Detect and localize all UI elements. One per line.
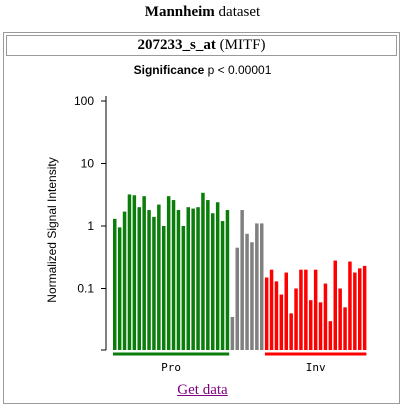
bar [137,207,141,350]
bar [348,261,352,350]
bar [289,313,293,350]
group-label: Inv [306,361,326,374]
probe-id: 207233_s_at [137,37,216,53]
bar [338,288,342,350]
bar [142,196,146,350]
bar [162,226,166,350]
bar [323,283,328,350]
bar [299,269,303,350]
bar [294,288,298,350]
bar [313,269,318,350]
bar [122,211,127,350]
bar [235,247,239,350]
bar [343,307,347,350]
y-tick-label: 100 [74,94,94,108]
bar [191,208,195,350]
bar [269,269,274,350]
bar [260,223,264,350]
bar [127,194,132,350]
bar [304,269,308,350]
bar [353,272,357,350]
bar [333,260,337,350]
bar [211,213,215,350]
chart-frame [3,32,400,404]
bar [215,202,220,350]
y-tick-label: 0.1 [77,282,94,296]
bar [318,302,323,350]
bar [166,196,171,350]
get-data-container: Get data [0,382,405,399]
bar [176,210,181,350]
bar [171,200,176,350]
bar [147,210,151,350]
bar [201,192,205,350]
bar [181,226,186,350]
bar [245,233,249,350]
bar [284,272,288,350]
bar [264,277,269,350]
bar [113,218,117,350]
get-data-link[interactable]: Get data [177,382,228,398]
bar [117,227,122,350]
bar [309,300,313,350]
bar [362,265,367,350]
bar [196,207,200,350]
bar [157,204,161,350]
bar [186,207,190,350]
bar [274,281,279,350]
bar [225,210,230,350]
bar [279,294,284,350]
probe-header: 207233_s_at (MITF) [6,35,397,56]
bar [230,316,235,350]
bar [132,195,137,350]
dataset-name: Mannheim [144,4,215,20]
group-label: Pro [161,361,181,374]
y-tick-label: 1 [87,219,94,233]
bar [152,216,156,350]
page-title: Mannheim dataset [0,4,405,21]
y-tick-label: 10 [81,157,95,171]
bar [240,210,244,350]
bar [358,268,362,350]
significance-line: Significance p < 0.00001 [0,63,405,77]
bar [328,321,333,350]
gene-symbol: (MITF) [219,37,266,53]
bar [255,223,259,350]
significance-label: Significance [133,63,205,77]
significance-value: p < 0.00001 [207,63,272,77]
bar [206,200,210,350]
bar [220,221,225,350]
dataset-suffix: dataset [218,4,261,20]
bar [250,242,254,350]
